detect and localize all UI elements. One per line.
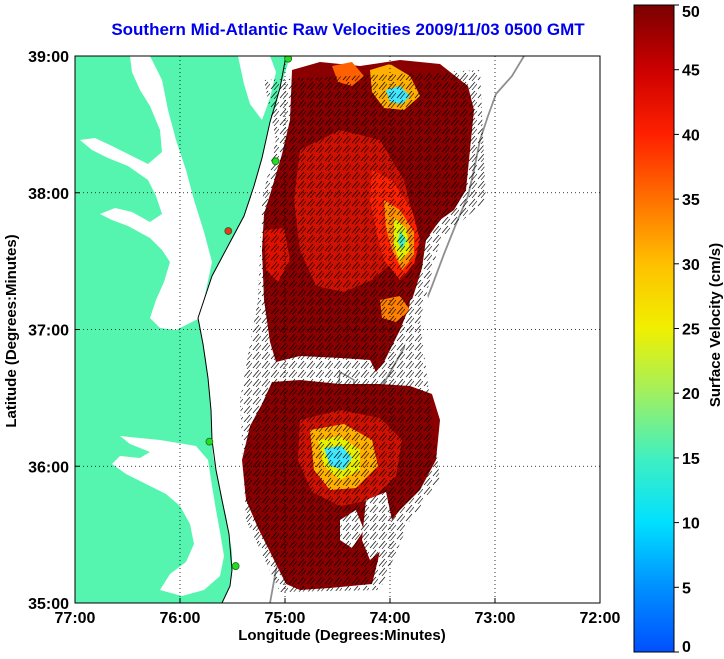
colorbar-tick-label: 5	[682, 580, 691, 597]
delaware-bay	[238, 56, 276, 120]
x-tick-label: 73:00	[475, 610, 516, 627]
x-tick-label: 77:00	[55, 610, 96, 627]
x-tick-label: 74:00	[370, 610, 411, 627]
y-tick-label: 35:00	[28, 596, 69, 613]
y-tick-label: 38:00	[28, 186, 69, 203]
colorbar-tick-label: 20	[682, 386, 700, 403]
x-tick-label: 76:00	[160, 610, 201, 627]
station-marker	[224, 227, 233, 235]
y-tick-label: 39:00	[28, 49, 69, 66]
colorbar-tick-label: 35	[682, 192, 700, 209]
chesapeake-bay	[80, 56, 212, 330]
y-axis-ticks: 39:00 38:00 37:00 36:00 35:00	[28, 49, 80, 613]
colorbar-tick-label: 40	[682, 127, 700, 144]
colorbar-label: Surface Velocity (cm/s)	[707, 243, 724, 407]
colorbar-tick-label: 45	[682, 63, 700, 80]
colorbar-tick-label: 25	[682, 322, 700, 339]
colorbar-tick-label: 10	[682, 516, 700, 533]
colorbar-tick-label: 30	[682, 257, 700, 274]
pamlico-sound	[112, 436, 224, 596]
x-axis-label: Longitude (Degrees:Minutes)	[238, 627, 446, 644]
station-marker	[231, 562, 240, 570]
station-marker	[284, 56, 293, 63]
colorbar-tick-label: 50	[682, 4, 700, 21]
colorbar	[633, 4, 675, 653]
y-tick-label: 37:00	[28, 323, 69, 340]
velocity-field	[240, 60, 486, 592]
map-title: Southern Mid-Atlantic Raw Velocities 200…	[111, 20, 585, 39]
station-markers	[205, 56, 293, 570]
y-tick-label: 36:00	[28, 459, 69, 476]
colorbar-tick-label: 15	[682, 451, 700, 468]
x-tick-label: 72:00	[580, 610, 621, 627]
y-axis-label: Latitude (Degrees:Minutes)	[3, 234, 20, 427]
colorbar-tick-label: 0	[682, 639, 691, 656]
x-tick-label: 75:00	[265, 610, 306, 627]
station-marker	[271, 157, 280, 166]
x-axis-ticks: 77:00 76:00 75:00 74:00 73:00 72:00	[55, 598, 621, 627]
colorbar-ticks: 0 5 10 15 20 25 30 35 40 45 50	[674, 4, 700, 656]
station-marker	[205, 437, 214, 446]
